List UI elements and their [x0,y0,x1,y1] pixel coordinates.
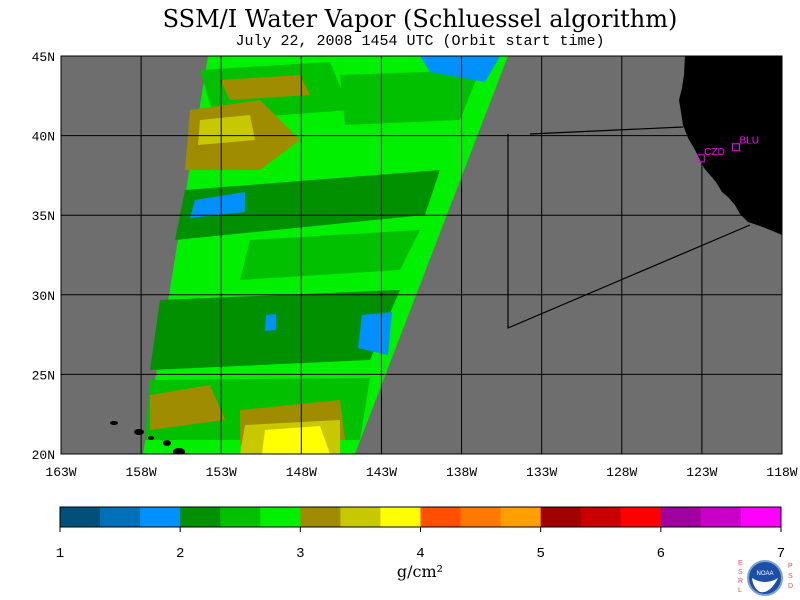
colorbar-swatch [700,507,742,527]
site-marker [696,154,705,163]
lat-tick-label: 25N [32,368,55,383]
map-frame [60,55,783,455]
moist-band [240,230,420,280]
colorbar-tick-label: 2 [176,546,184,562]
lon-tick-label: 123W [686,465,717,480]
axis-labels: 163W 158W 153W 148W 143W 138W 133W 128W 123W 118W… [32,50,798,480]
lon-tick-label: 138W [446,465,477,480]
colorbar-swatch [100,507,141,527]
colorbar-units: g/cm² [396,562,444,581]
noaa-bird-icon [752,578,778,593]
colorbar-swatch [300,507,341,527]
lat-tick-label: 45N [32,50,55,65]
colorbar-tick-label: 6 [657,546,665,562]
colorbar-tick-label: 3 [296,546,304,562]
colorbar-tick-label: 1 [56,546,64,562]
lon-tick-label: 128W [606,465,637,480]
colorbar-swatch [500,507,542,527]
lat-tick-label: 35N [32,209,55,224]
colorbar-swatch [140,507,181,527]
island [148,436,154,440]
colorbar-swatch [180,507,221,527]
logo-letter: P [788,563,793,570]
colorbar-swatch [220,507,261,527]
map-title: SSM/I Water Vapor (Schluessel algorithm) [162,5,678,33]
wet-patch [265,314,276,331]
colorbar-swatch [460,507,502,527]
lat-tick-label: 20N [32,448,55,463]
land-mass [679,56,782,235]
dry-patch [220,75,310,100]
colorbar-swatch [260,507,301,527]
site-label: CZD [704,147,725,158]
logo-letter: L [738,587,742,594]
site-marker [732,143,741,152]
map-subtitle: July 22, 2008 1454 UTC (Orbit start time… [235,33,605,50]
lat-lon-grid [61,56,782,454]
swath-patches [145,56,500,454]
wet-patch [420,56,500,82]
lon-tick-label: 158W [126,465,157,480]
colorbar-swatch [660,507,702,527]
island [163,440,171,446]
colorbar-swatch [340,507,381,527]
lon-tick-label: 148W [286,465,317,480]
moist-band [175,170,440,240]
lon-tick-label: 133W [526,465,557,480]
colorbar-swatch [60,507,101,527]
logo-letter: R [738,578,743,585]
colorbar-swatch [620,507,662,527]
lat-tick-label: 30N [32,289,55,304]
lon-tick-label: 163W [45,465,76,480]
colorbar-tick-label: 5 [536,546,544,562]
logo-letter: E [738,560,743,567]
dry-patch [150,385,225,430]
colorbar-swatch [540,507,582,527]
island [110,421,118,425]
very-dry-patch [262,426,330,454]
colorbar-tick-label: 4 [416,546,424,562]
colorbar-swatch [420,507,462,527]
island [134,429,144,435]
colorbar-tick-label: 7 [777,546,785,562]
wet-patch [190,192,245,218]
wet-patch [358,312,392,355]
dry-patch [198,115,255,145]
island [173,448,185,454]
lon-tick-label: 143W [366,465,397,480]
lon-tick-label: 118W [766,465,797,480]
logo-letter: S [788,573,793,580]
logo-letter: D [788,583,793,590]
logo-right-letters: PSD [788,563,793,590]
colorbar-swatch [740,507,782,527]
site-label: BLU [740,136,759,147]
logo-letter: S [738,569,743,576]
noaa-badge-text: NOAA [756,571,773,577]
colorbar-swatch [380,507,421,527]
colorbar-swatch [580,507,622,527]
lat-tick-label: 40N [32,130,55,145]
colorbar [59,506,782,532]
region-boundary [529,126,684,135]
observation-sites: CZD BLU [696,136,759,163]
colorbar-tick-labels: 1 2 3 4 5 6 7 [56,546,785,562]
region-boundary [507,134,751,329]
moist-band [340,70,480,125]
lon-tick-label: 153W [206,465,237,480]
